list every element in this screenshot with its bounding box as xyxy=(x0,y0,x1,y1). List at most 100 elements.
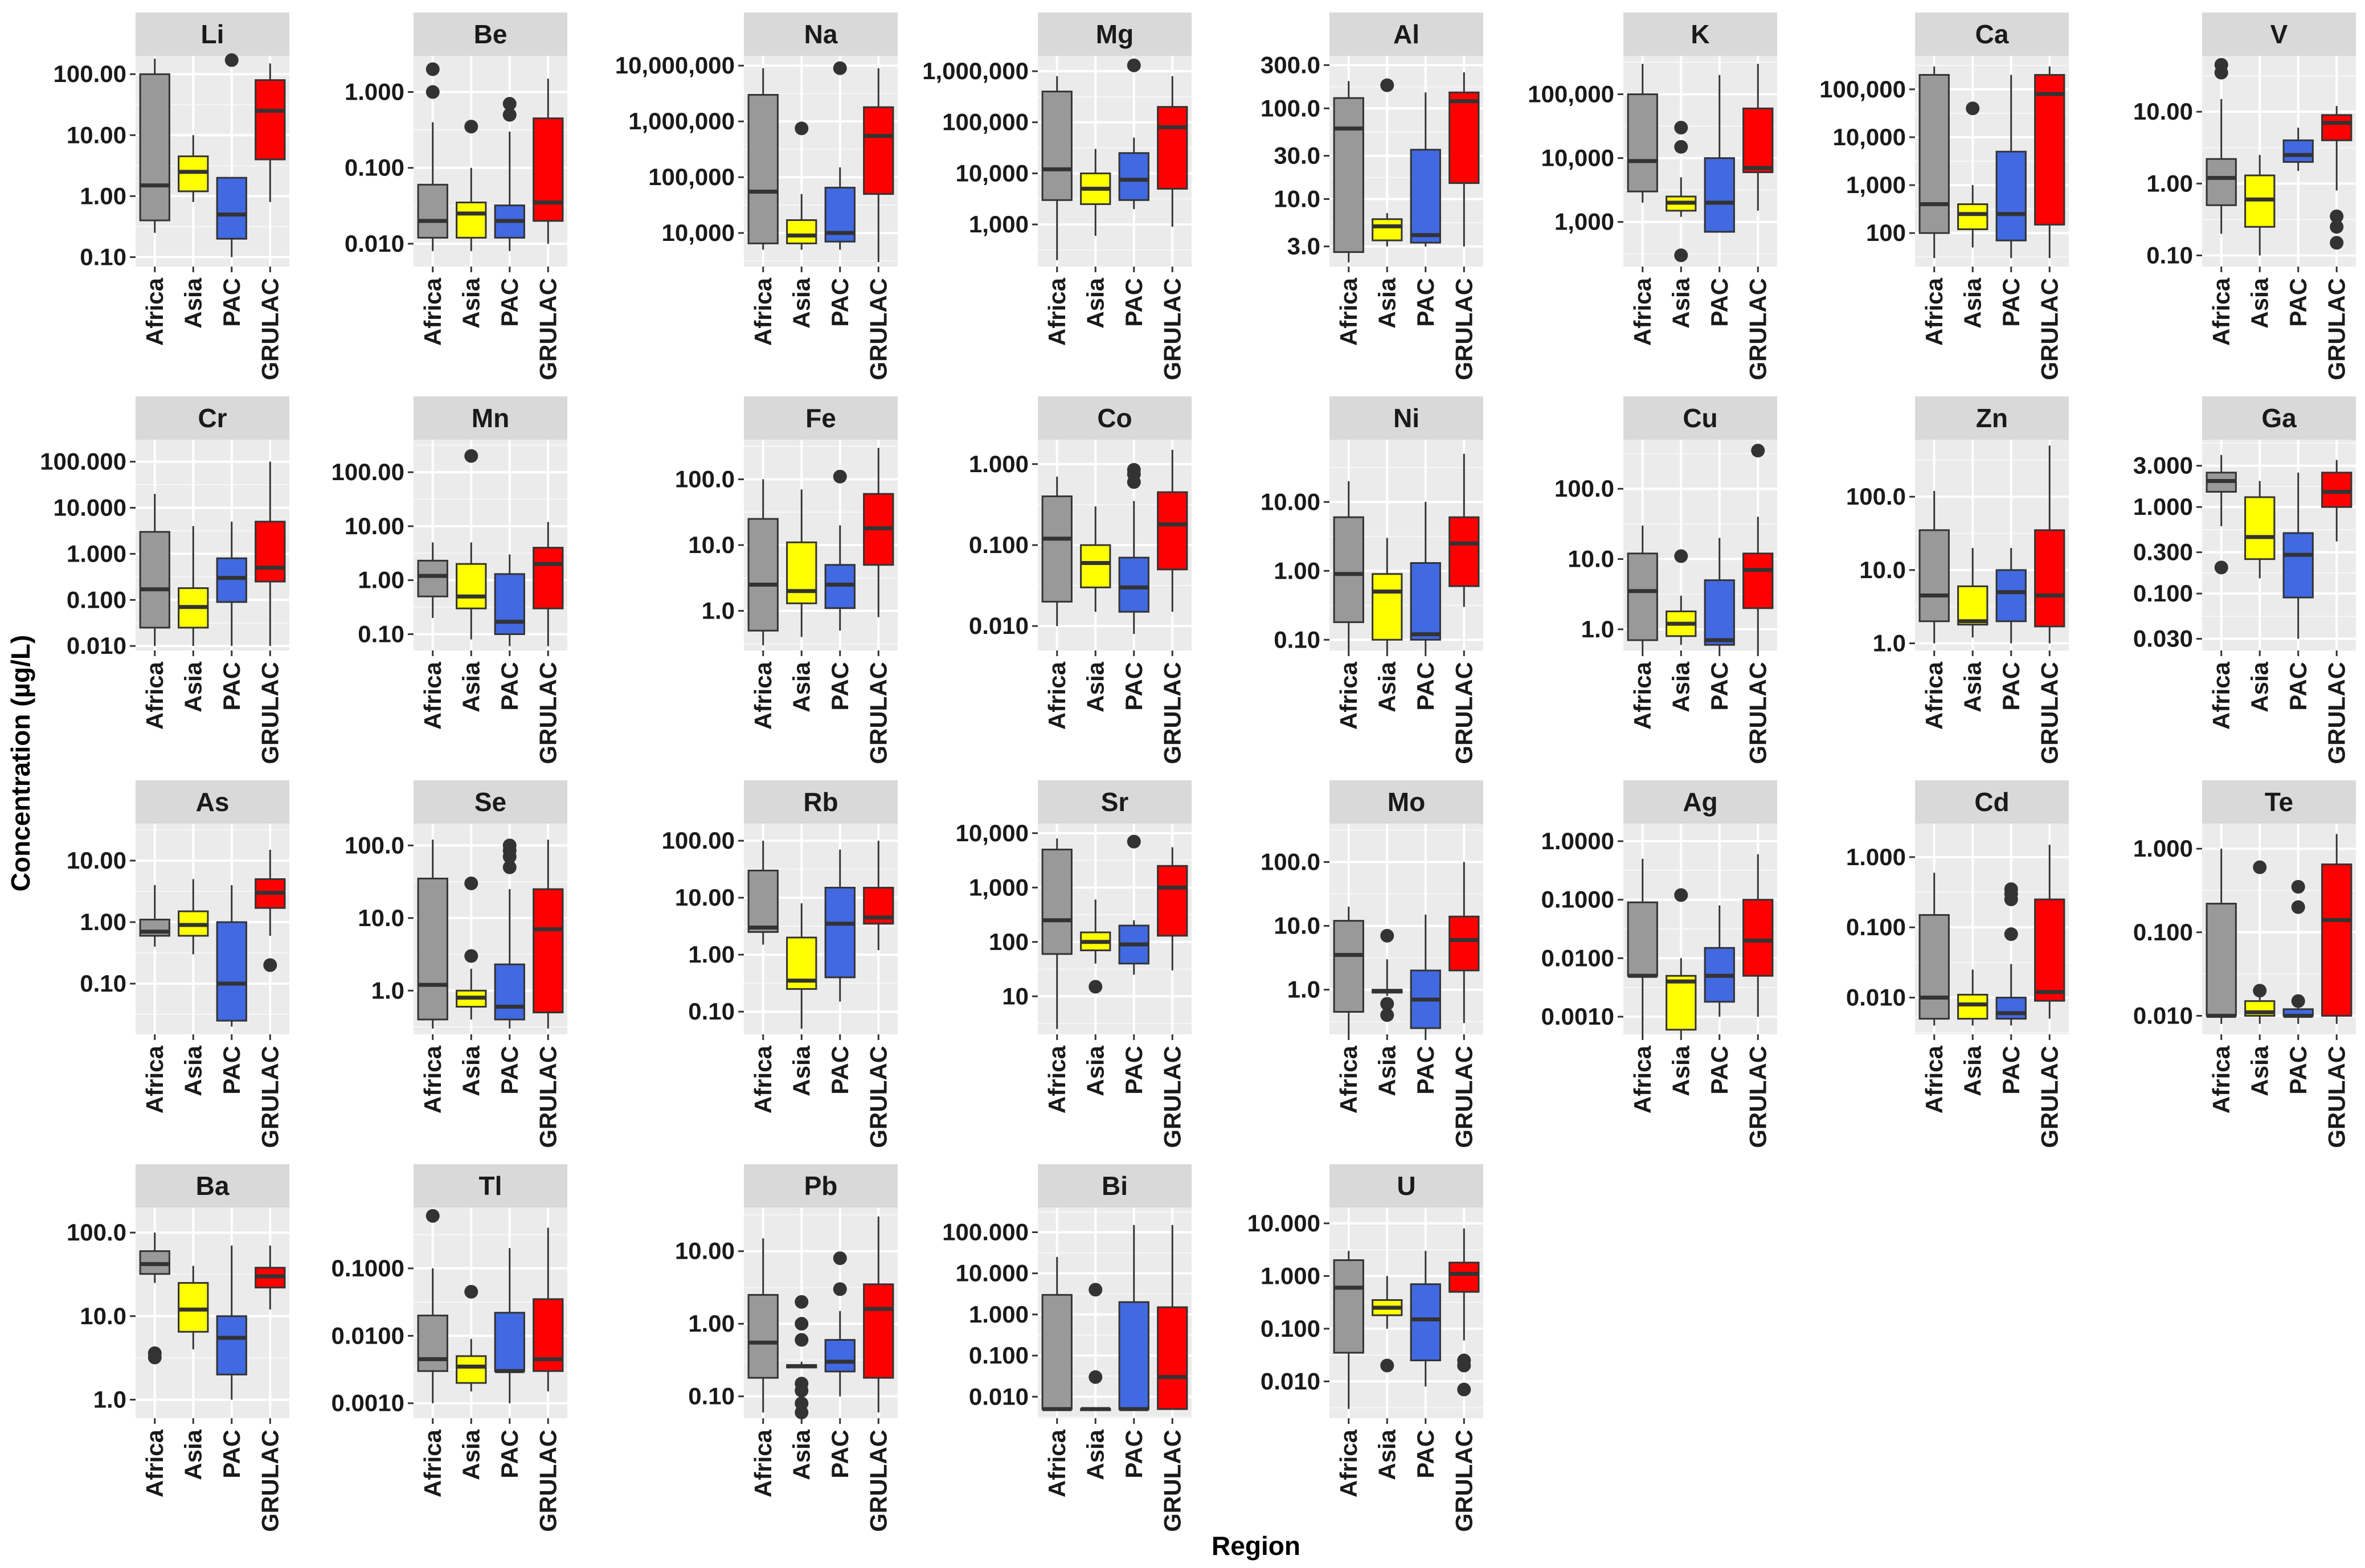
panel-grid: Li 0.10 1.00 10.00 100.00 Africa Asia PAC GRULAC… xyxy=(40,13,2356,1532)
y-tick-label: 10.00 xyxy=(2133,98,2193,125)
panel-zn: Zn 1.0 10.0 100.0 Africa Asia PAC GRULAC xyxy=(1846,396,2069,764)
box-iqr xyxy=(494,1312,525,1372)
box-grulac xyxy=(2321,106,2352,250)
box-pac xyxy=(216,53,247,257)
panel-title: Mo xyxy=(1388,787,1425,817)
panel-li: Li 0.10 1.00 10.00 100.00 Africa Asia PAC GRULAC xyxy=(54,13,289,380)
box-grulac xyxy=(255,850,286,972)
box-iqr xyxy=(456,563,487,609)
panel-strip xyxy=(1915,396,2069,440)
panel-strip xyxy=(1623,780,1777,824)
box-asia xyxy=(1080,149,1111,236)
y-tick-label: 0.010 xyxy=(1261,1368,1320,1394)
x-tick-label: Africa xyxy=(2208,1045,2235,1113)
box-africa xyxy=(1918,66,1950,259)
outlier-point xyxy=(795,1396,809,1410)
box-iqr xyxy=(2206,903,2237,1017)
x-tick-label: Africa xyxy=(1921,661,1947,730)
panel-strip xyxy=(1915,13,2069,56)
box-iqr xyxy=(2321,114,2352,141)
box-grulac xyxy=(255,63,286,202)
box-iqr xyxy=(417,183,448,239)
box-iqr xyxy=(139,531,170,629)
box-grulac xyxy=(1449,72,1480,247)
outlier-point xyxy=(1089,1283,1103,1297)
outlier-point xyxy=(1127,58,1141,72)
box-iqr xyxy=(1333,516,1364,623)
box-iqr xyxy=(1410,149,1441,244)
box-africa xyxy=(1333,906,1364,1034)
box-grulac xyxy=(863,448,894,617)
box-grulac xyxy=(863,1216,894,1413)
x-tick-label: Africa xyxy=(1921,1045,1947,1113)
panel-co: Co 0.010 0.100 1.000 Africa Asia PAC GRULAC xyxy=(969,396,1192,764)
x-axis-label: Region xyxy=(1212,1531,1300,1561)
x-tick-label: PAC xyxy=(1120,278,1147,327)
x-tick-label: Africa xyxy=(419,1045,446,1113)
x-tick-label: Africa xyxy=(141,661,168,730)
outlier-point xyxy=(1089,1370,1103,1384)
panel-pb: Pb 0.10 1.00 10.00 Africa Asia PAC GRULAC xyxy=(675,1164,898,1532)
y-tick-label: 3.0 xyxy=(1287,233,1320,260)
x-tick-label: PAC xyxy=(496,662,523,711)
box-africa xyxy=(1333,81,1364,263)
x-tick-label: Africa xyxy=(1044,1429,1070,1497)
box-asia xyxy=(2244,860,2276,1024)
outlier-point xyxy=(464,949,478,963)
y-tick-label: 0.10 xyxy=(2146,241,2193,268)
x-tick-label: GRULAC xyxy=(865,1430,891,1532)
x-tick-label: PAC xyxy=(1706,278,1733,327)
x-tick-label: GRULAC xyxy=(256,662,283,764)
outlier-point xyxy=(833,61,847,75)
box-iqr xyxy=(1449,91,1480,184)
x-tick-label: PAC xyxy=(496,278,523,327)
box-iqr xyxy=(494,573,525,635)
box-africa xyxy=(139,58,170,233)
x-tick-label: Asia xyxy=(1959,1045,1986,1096)
panel-strip xyxy=(1038,1164,1192,1207)
x-tick-label: GRULAC xyxy=(2323,662,2350,764)
panel-ga: Ga 0.030 0.100 0.300 1.000 3.000 Africa Asia PAC… xyxy=(2133,396,2356,764)
box-africa xyxy=(1627,64,1658,203)
box-iqr xyxy=(1627,93,1658,193)
box-grulac xyxy=(533,79,564,244)
box-iqr xyxy=(1627,901,1658,977)
y-tick-label: 100.0 xyxy=(67,1219,126,1246)
box-asia xyxy=(1080,506,1111,612)
panel-strip xyxy=(136,13,289,56)
box-grulac xyxy=(863,841,894,951)
x-tick-label: PAC xyxy=(1120,1046,1147,1095)
x-tick-label: Asia xyxy=(1082,277,1108,328)
y-tick-label: 100.00 xyxy=(332,458,404,485)
panel-u: U 0.010 0.100 1.000 10.000 Africa Asia PAC GRULA… xyxy=(1247,1164,1483,1532)
y-tick-label: 10.00 xyxy=(345,513,404,539)
box-iqr xyxy=(1118,1301,1149,1410)
x-tick-label: Asia xyxy=(1082,661,1108,712)
y-tick-label: 0.0010 xyxy=(1541,1003,1614,1030)
x-tick-label: GRULAC xyxy=(1744,278,1771,380)
box-pac xyxy=(494,1248,525,1403)
x-tick-label: Asia xyxy=(1373,1045,1400,1096)
box-iqr xyxy=(216,1315,247,1375)
y-tick-label: 0.10 xyxy=(80,970,126,997)
x-tick-label: GRULAC xyxy=(256,278,283,380)
x-tick-label: Africa xyxy=(2208,661,2235,730)
box-iqr xyxy=(747,1293,779,1379)
x-tick-label: Africa xyxy=(1629,661,1656,730)
box-asia xyxy=(1957,548,1988,638)
panel-se: Se 1.0 10.0 100.0 Africa Asia PAC GRULAC xyxy=(345,780,567,1148)
x-tick-label: Asia xyxy=(2246,661,2273,712)
outlier-point xyxy=(1966,101,1980,116)
panel-ag: Ag 0.0010 0.0100 0.1000 1.0000 Africa Asia PAC G… xyxy=(1541,780,1777,1148)
x-tick-label: Asia xyxy=(179,661,206,712)
x-tick-label: Africa xyxy=(2208,277,2235,346)
x-tick-label: PAC xyxy=(1706,1046,1733,1095)
box-asia xyxy=(456,877,487,1020)
box-pac xyxy=(216,1245,247,1400)
panel-title: Cu xyxy=(1683,403,1717,433)
y-tick-label: 1.000 xyxy=(1261,1262,1320,1289)
y-tick-label: 10.00 xyxy=(675,884,735,911)
x-tick-label: Asia xyxy=(1373,277,1400,328)
box-iqr xyxy=(1995,569,2027,623)
outlier-point xyxy=(464,449,478,463)
